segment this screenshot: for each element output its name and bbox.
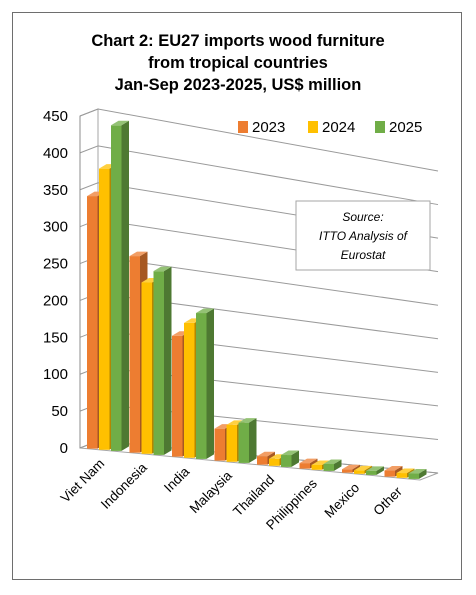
y-tick-label: 50 bbox=[51, 403, 68, 420]
bar-front bbox=[281, 455, 292, 467]
x-tick-label: Mexico bbox=[322, 480, 363, 521]
bar-front bbox=[111, 125, 122, 451]
bar bbox=[281, 450, 299, 467]
title-line-1: Chart 2: EU27 imports wood furniture bbox=[91, 32, 384, 50]
bar-front bbox=[172, 335, 183, 457]
chart-title: Chart 2: EU27 imports wood furniture fro… bbox=[91, 32, 384, 94]
bar-front bbox=[396, 473, 407, 478]
bar-front bbox=[269, 458, 280, 466]
source-note-line-3: Eurostat bbox=[341, 248, 386, 262]
bar-side bbox=[334, 459, 342, 471]
bar-front bbox=[226, 424, 237, 462]
bar-top bbox=[129, 251, 148, 257]
bar-top bbox=[396, 468, 415, 474]
bar bbox=[238, 418, 257, 463]
y-tick-label: 350 bbox=[43, 182, 68, 199]
legend-item: 2023 bbox=[238, 119, 285, 136]
bar-top bbox=[354, 465, 372, 471]
bar-front bbox=[323, 464, 334, 471]
bar-front bbox=[311, 464, 322, 470]
bar-top bbox=[226, 420, 245, 425]
source-note-line-1: Source: bbox=[342, 210, 383, 224]
legend-swatch bbox=[375, 121, 385, 133]
bar-front bbox=[257, 456, 268, 465]
bar-front bbox=[384, 470, 395, 477]
title-line-2: from tropical countries bbox=[148, 54, 328, 72]
bar-front bbox=[141, 282, 152, 454]
y-tick-label: 100 bbox=[43, 366, 68, 383]
bar-front bbox=[184, 322, 195, 458]
bar-side bbox=[121, 120, 129, 451]
legend-item: 2024 bbox=[308, 119, 355, 136]
bar-top bbox=[384, 466, 403, 471]
bar-top bbox=[238, 418, 257, 423]
x-tick-label: Thailand bbox=[230, 472, 277, 519]
bar bbox=[111, 120, 129, 451]
bar-front bbox=[153, 271, 164, 455]
y-tick-label: 450 bbox=[43, 108, 68, 125]
y-axis: 0 50 100 150 200 250 300 350 400 450 bbox=[43, 108, 81, 457]
bar-top bbox=[299, 458, 318, 464]
legend-item: 2025 bbox=[375, 119, 422, 136]
bar-front bbox=[129, 256, 140, 453]
bar-side bbox=[249, 418, 257, 463]
legend: 2023 2024 2025 bbox=[238, 119, 422, 136]
bar-front bbox=[354, 470, 365, 474]
bar-top bbox=[257, 451, 275, 457]
x-tick-label: Malaysia bbox=[187, 468, 236, 517]
bars bbox=[87, 120, 427, 479]
bar bbox=[153, 266, 172, 455]
bar-front bbox=[238, 422, 249, 463]
legend-swatch bbox=[308, 121, 318, 133]
bar bbox=[196, 308, 214, 459]
bar-side bbox=[291, 450, 299, 467]
y-tick-label: 200 bbox=[43, 292, 68, 309]
bar-side bbox=[206, 308, 214, 459]
bar-front bbox=[408, 473, 419, 479]
bar-top bbox=[153, 266, 172, 272]
bar-top bbox=[311, 460, 330, 465]
bar-top bbox=[196, 308, 214, 314]
legend-label: 2023 bbox=[252, 119, 285, 136]
source-note-line-2: ITTO Analysis of bbox=[319, 229, 409, 243]
source-note-box bbox=[295, 200, 431, 271]
bar bbox=[408, 469, 427, 479]
bar-front bbox=[87, 196, 98, 449]
bar-top bbox=[342, 464, 360, 470]
gridline bbox=[79, 108, 439, 172]
title-line-3: Jan-Sep 2023-2025, US$ million bbox=[115, 76, 362, 94]
bar-front bbox=[196, 313, 207, 459]
bar-top bbox=[408, 469, 427, 474]
bar-front bbox=[342, 469, 353, 473]
y-tick-label: 400 bbox=[43, 145, 68, 162]
y-tick-label: 0 bbox=[60, 440, 68, 457]
bar bbox=[366, 466, 384, 475]
bar-side bbox=[164, 266, 172, 455]
bar-top bbox=[366, 466, 384, 471]
bar-front bbox=[99, 168, 110, 450]
gridline bbox=[79, 145, 439, 206]
bar-front bbox=[214, 428, 225, 461]
x-tick-label: Other bbox=[370, 484, 405, 519]
bar-top bbox=[281, 450, 299, 456]
y-tick-label: 300 bbox=[43, 219, 68, 236]
legend-label: 2025 bbox=[389, 119, 422, 136]
bar bbox=[323, 459, 342, 471]
y-tick-label: 250 bbox=[43, 256, 68, 273]
bar-side bbox=[376, 466, 384, 475]
bar-front bbox=[299, 463, 310, 469]
x-tick-label: India bbox=[161, 464, 193, 496]
bar-top bbox=[111, 120, 129, 126]
legend-label: 2024 bbox=[322, 119, 355, 136]
bar-side bbox=[419, 469, 427, 479]
bar-top bbox=[323, 459, 342, 465]
y-tick-label: 150 bbox=[43, 329, 68, 346]
legend-swatch bbox=[238, 121, 248, 133]
source-note: Source: ITTO Analysis of Eurostat bbox=[295, 200, 431, 271]
bar-front bbox=[366, 470, 377, 475]
